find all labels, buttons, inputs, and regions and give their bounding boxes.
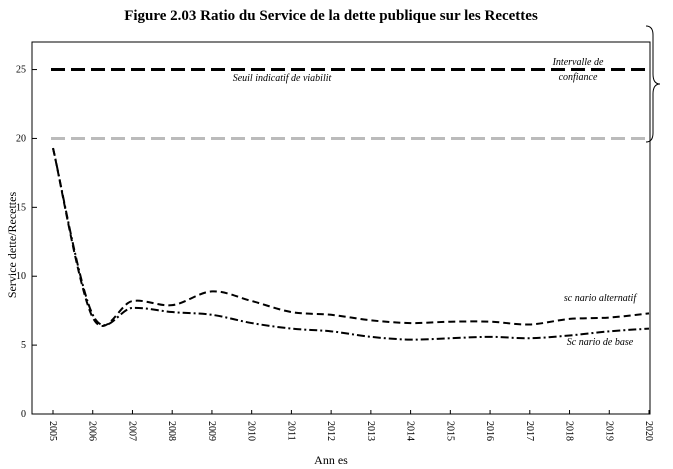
x-tick-label-2018: 2018	[564, 421, 575, 441]
x-axis-label: Ann es	[314, 453, 348, 467]
interval-label-line2: confiance	[559, 72, 598, 83]
x-tick-label-2011: 2011	[285, 421, 296, 441]
y-tick-label-15: 15	[16, 202, 26, 213]
series-line-sc-nario-de-base	[52, 147, 650, 341]
x-tick-label-2015: 2015	[444, 421, 455, 441]
y-tick-label-5: 5	[21, 340, 26, 351]
y-tick-label-10: 10	[16, 271, 26, 282]
x-tick-label-2019: 2019	[603, 421, 614, 441]
x-tick-label-2016: 2016	[484, 421, 495, 441]
x-tick-label-2014: 2014	[405, 421, 416, 441]
alt-scenario-label: sc nario alternatif	[564, 293, 637, 304]
threshold-label: Seuil indicatif de viabilit	[233, 73, 332, 84]
x-tick-label-2007: 2007	[126, 421, 137, 441]
plot-frame	[31, 41, 651, 415]
y-axis-label: Service dette/Recettes	[5, 192, 19, 299]
x-tick-label-2008: 2008	[166, 421, 177, 441]
x-tick-label-2006: 2006	[87, 421, 98, 441]
chart-title: Figure 2.03 Ratio du Service de la dette…	[124, 8, 538, 24]
interval-brace	[645, 25, 661, 143]
base-scenario-label: Sc nario de base	[567, 337, 634, 348]
plot-marks: 0 5 10 15 20 25 2005 2006 2007 2008 2009 2010 2011 20…	[16, 65, 654, 441]
x-tick-label-2012: 2012	[325, 421, 336, 441]
x-tick-label-2010: 2010	[246, 421, 257, 441]
x-tick-label-2009: 2009	[206, 421, 217, 441]
x-tick-label-2017: 2017	[524, 421, 535, 441]
series-line-sc-nario-alternatif	[52, 147, 650, 327]
y-tick-label-0: 0	[21, 409, 26, 420]
x-tick-label-2020: 2020	[643, 421, 654, 441]
x-tick-label-2005: 2005	[47, 421, 58, 441]
interval-label-line1: Intervalle de	[552, 57, 604, 68]
x-tick-label-2013: 2013	[365, 421, 376, 441]
y-tick-label-20: 20	[16, 133, 26, 144]
y-tick-label-25: 25	[16, 65, 26, 76]
